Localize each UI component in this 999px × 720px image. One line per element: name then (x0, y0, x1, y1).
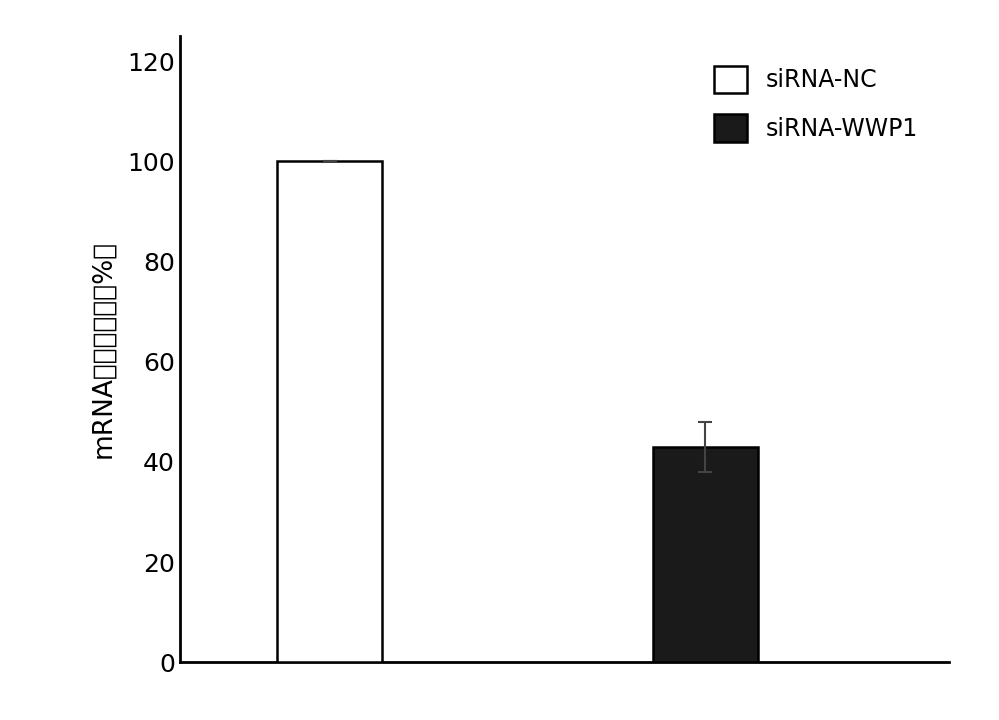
Bar (278, 161, 383, 662)
Y-axis label: mRNA相对表达量（%）: mRNA相对表达量（%） (90, 240, 116, 458)
Bar (652, 447, 757, 662)
Legend: siRNA-NC, siRNA-WWP1: siRNA-NC, siRNA-WWP1 (701, 54, 929, 153)
